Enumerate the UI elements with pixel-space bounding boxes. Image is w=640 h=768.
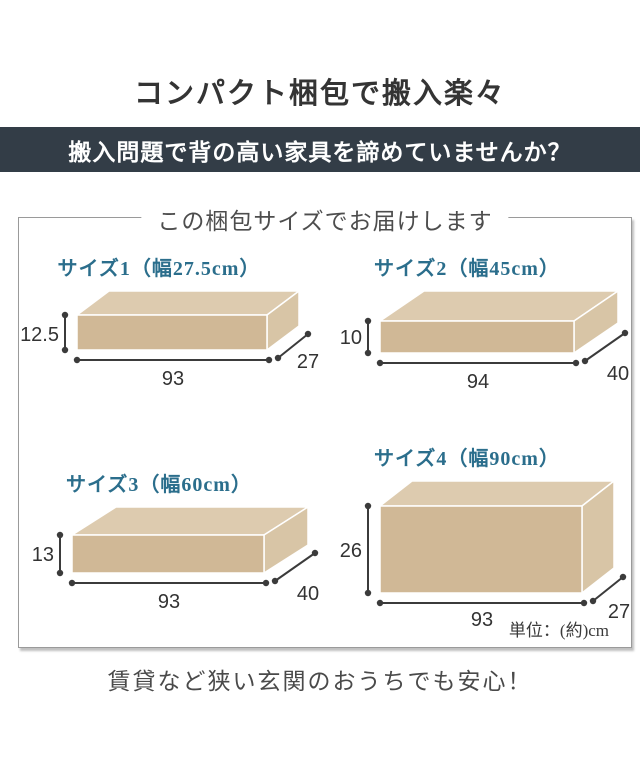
size-panel-2: サイズ2（幅45cm） 10 94 [335,252,635,396]
size-3-label: サイズ3（幅60cm） [66,474,252,496]
width-dimension: 93 [376,599,588,631]
height-value: 13 [32,544,54,566]
panel-title: この梱包サイズでお届けします [141,202,509,236]
packaging-size-panel: この梱包サイズでお届けします サイズ1（幅27.5cm） 12.5 93 [18,202,635,648]
width-value: 93 [158,591,180,613]
box-front-face [379,505,583,594]
height-value: 12.5 [20,324,59,346]
depth-dimension: 40 [271,549,319,605]
banner-text: 搬入問題で背の高い家具を諦めていませんか？ [68,139,572,165]
size-panel-4: サイズ4（幅90cm） 26 93 [335,442,635,631]
depth-dimension: 27 [589,573,630,623]
box-front-face [71,534,265,574]
depth-dimension: 40 [581,329,629,385]
height-dimension: 10 [340,317,372,357]
depth-value: 27 [608,601,630,623]
width-dimension: 93 [73,356,273,390]
size-1-label: サイズ1（幅27.5cm） [57,258,261,280]
height-dimension: 13 [32,531,64,577]
size-2-label: サイズ2（幅45cm） [374,258,560,280]
intro-banner: 搬入問題で背の高い家具を諦めていませんか？ [0,127,640,172]
page-title: コンパクト梱包で搬入楽々 [133,78,506,110]
package-box-diagram-4: 26 93 27 [340,480,630,631]
width-value: 93 [162,368,184,390]
box-top-face [76,290,300,316]
box-front-face [76,314,268,351]
size-4-label: サイズ4（幅90cm） [374,448,560,470]
height-dimension: 12.5 [20,311,69,354]
size-panel-1: サイズ1（幅27.5cm） 12.5 93 [20,252,327,394]
depth-value: 27 [297,351,319,373]
width-dimension: 93 [68,579,270,613]
width-value: 93 [471,609,493,631]
package-box-diagram-3: 13 93 40 [32,506,319,613]
box-top-face [379,480,615,507]
package-box-diagram-1: 12.5 93 27 [20,290,319,390]
height-value: 10 [340,327,362,349]
package-box-diagram-2: 10 94 40 [340,290,629,393]
depth-value: 40 [297,583,319,605]
footer-caption: 賃貸など狭い玄関のおうちでも安心！ [107,669,533,694]
height-dimension: 26 [340,502,372,597]
size-panel-3: サイズ3（幅60cm） 13 93 [27,468,327,616]
box-front-face [379,320,575,354]
unit-note: 単位：(約)cm [508,621,609,640]
depth-value: 40 [607,363,629,385]
width-value: 94 [467,371,489,393]
height-value: 26 [340,540,362,562]
depth-dimension: 27 [274,330,319,373]
width-dimension: 94 [376,359,580,393]
